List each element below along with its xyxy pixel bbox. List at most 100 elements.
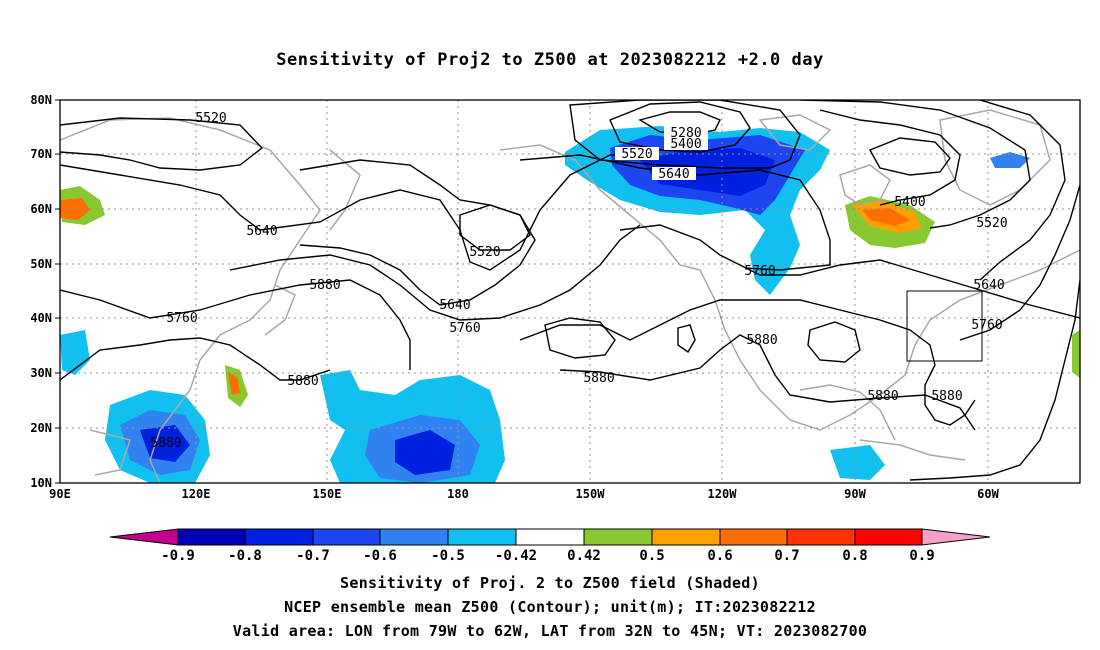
coast-alaska (499, 144, 701, 271)
lat-label: 30N (30, 366, 52, 380)
map-frame (59, 99, 1081, 484)
colorbar-box (515, 528, 585, 546)
shade-negative-north-strong (640, 148, 775, 196)
contour-5760-north (619, 224, 1080, 319)
contour-label: 5400 (670, 137, 701, 152)
colorbar-label: -0.5 (431, 548, 465, 564)
lat-axis: 80N 70N 60N 50N 40N 30N 20N 10N (30, 93, 52, 490)
coastlines (60, 109, 1080, 483)
colorbar-box (583, 528, 653, 546)
contour-label: 5640 (973, 278, 1004, 293)
contour-5880-west (60, 337, 331, 381)
lat-label: 10N (30, 476, 52, 490)
colorbar-box (312, 528, 381, 546)
colorbar-label: -0.7 (296, 548, 330, 564)
contour-5760-east (959, 184, 1080, 341)
caption-line-3: Valid area: LON from 79W to 62W, LAT fro… (232, 622, 868, 640)
contour-5520-cyclone (459, 204, 531, 251)
colorbar-box (719, 528, 788, 546)
colorbar-label: -0.6 (363, 548, 397, 564)
colorbar-box (651, 528, 721, 546)
sensitivity-shading (60, 126, 1080, 483)
contour-5400-north (609, 101, 751, 153)
shade-positive-east-strong (862, 208, 910, 226)
contour-5880-low1 (544, 317, 616, 359)
colorbar-labels: -0.9 -0.8 -0.7 -0.6 -0.5 -0.42 0.42 0.5 … (161, 548, 935, 564)
coast-gulf (799, 384, 896, 441)
colorbar-box (447, 528, 517, 546)
colorbar-label: 0.42 (567, 548, 601, 564)
coast-north-america (699, 249, 1080, 431)
contour-label: 5640 (439, 298, 470, 313)
lon-label: 60W (977, 487, 999, 501)
contour-label: 5760 (744, 264, 775, 279)
contour-label: 5520 (621, 147, 652, 162)
lat-label: 80N (30, 93, 52, 107)
contour-5520-north (569, 100, 801, 169)
lon-label: 90W (844, 487, 866, 501)
lat-label: 50N (30, 257, 52, 271)
coast-indonesia (89, 429, 131, 476)
colorbar-label: 0.8 (842, 548, 867, 564)
contour-east-loop (869, 137, 951, 176)
shade-positive-right-edge (1072, 330, 1080, 378)
contour-label: 5880 (746, 333, 777, 348)
shade-positive-mid-core (228, 372, 240, 395)
caption-line-1: Sensitivity of Proj. 2 to Z500 field (Sh… (340, 574, 760, 592)
colorbar-label: -0.42 (495, 548, 537, 564)
contour-5760-west (60, 279, 411, 370)
contour-5880-low2 (677, 324, 696, 354)
contour-5640-north (519, 154, 831, 271)
lon-axis: 90E 120E 150E 180 150W 120W 90W 60W (49, 487, 999, 501)
colorbar-box (854, 528, 923, 546)
colorbar-label: 0.5 (639, 548, 664, 564)
caption-line-2: NCEP ensemble mean Z500 (Contour); unit(… (284, 598, 816, 616)
lon-label: 150W (576, 487, 606, 501)
contour-label: 5880 (287, 374, 318, 389)
shade-negative-ne (990, 152, 1030, 168)
contour-5400-east (819, 109, 961, 206)
contour-5880-low3 (807, 321, 861, 363)
lat-label: 40N (30, 311, 52, 325)
colorbar-label: -0.8 (228, 548, 262, 564)
contour-5880-main (519, 299, 976, 426)
colorbar-label: 0.7 (774, 548, 799, 564)
contour-label: 5760 (449, 321, 480, 336)
contour-label: 5520 (976, 216, 1007, 231)
colorbar-label: -0.9 (161, 548, 195, 564)
lon-label: 150E (313, 487, 342, 501)
contour-label: 5640 (246, 224, 277, 239)
contour-5520-east (799, 100, 1031, 229)
shade-negative-pacific-strong (395, 430, 455, 475)
contour-5760-mid (229, 224, 641, 321)
contour-label: 5400 (894, 195, 925, 210)
colorbar-box (244, 528, 314, 546)
contour-5520-west (60, 117, 264, 171)
contour-5640-mid (299, 159, 536, 306)
colorbar-box (177, 528, 246, 546)
shade-positive-west-core (60, 198, 90, 220)
contour-5640-west (60, 149, 661, 271)
shade-negative-caribbean (830, 445, 885, 480)
contour-label: 5880 (867, 389, 898, 404)
colorbar-low-arrow (109, 528, 179, 546)
contour-label: 5520 (469, 245, 500, 260)
coast-arctic-islands (758, 114, 832, 151)
map-title: Sensitivity of Proj2 to Z500 at 20230822… (276, 50, 824, 70)
contour-label: 5520 (195, 111, 226, 126)
coast-japan (264, 284, 296, 336)
colorbar (109, 528, 991, 546)
lon-label: 120E (182, 487, 211, 501)
contour-5640-east (979, 100, 1066, 281)
valid-area-box (906, 290, 983, 362)
contour-label: 5640 (658, 167, 689, 182)
colorbar-box (379, 528, 449, 546)
lat-label: 60N (30, 202, 52, 216)
z500-contours (60, 100, 1080, 481)
contour-label: 5760 (166, 311, 197, 326)
contour-5880-south (559, 334, 976, 431)
colorbar-box (786, 528, 856, 546)
lon-label: 90E (49, 487, 71, 501)
contour-label: 5760 (971, 318, 1002, 333)
